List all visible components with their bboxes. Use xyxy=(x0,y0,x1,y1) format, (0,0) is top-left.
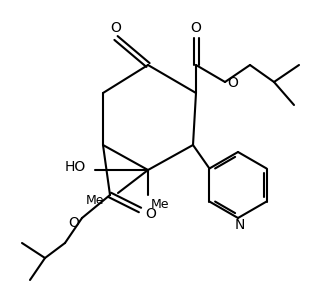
Text: O: O xyxy=(68,216,79,230)
Text: O: O xyxy=(111,21,122,35)
Text: O: O xyxy=(190,21,201,35)
Text: HO: HO xyxy=(65,160,86,174)
Text: O: O xyxy=(145,207,156,221)
Text: Me: Me xyxy=(151,197,169,211)
Text: N: N xyxy=(235,218,245,232)
Text: O: O xyxy=(227,76,238,90)
Text: Me: Me xyxy=(85,194,104,206)
